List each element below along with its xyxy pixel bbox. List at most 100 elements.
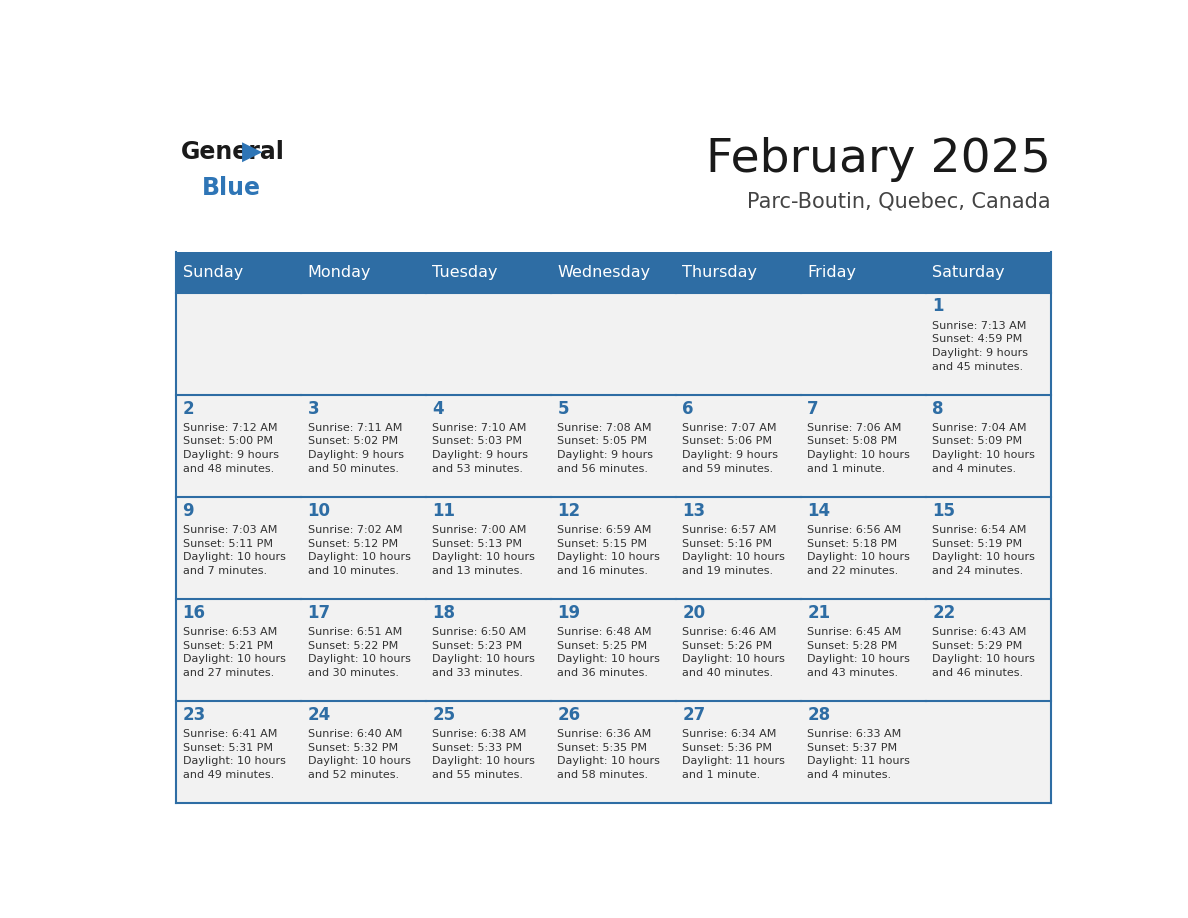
Text: Sunrise: 6:36 AM
Sunset: 5:35 PM
Daylight: 10 hours
and 58 minutes.: Sunrise: 6:36 AM Sunset: 5:35 PM Dayligh…	[557, 729, 661, 780]
Text: 16: 16	[183, 604, 206, 621]
Text: 20: 20	[682, 604, 706, 621]
Text: Sunrise: 6:41 AM
Sunset: 5:31 PM
Daylight: 10 hours
and 49 minutes.: Sunrise: 6:41 AM Sunset: 5:31 PM Dayligh…	[183, 729, 285, 780]
Text: 7: 7	[808, 399, 819, 418]
Bar	[676, 497, 801, 599]
Bar	[551, 395, 676, 497]
Text: Sunrise: 6:38 AM
Sunset: 5:33 PM
Daylight: 10 hours
and 55 minutes.: Sunrise: 6:38 AM Sunset: 5:33 PM Dayligh…	[432, 729, 536, 780]
Text: 19: 19	[557, 604, 581, 621]
Bar	[426, 599, 551, 700]
Bar	[176, 252, 301, 293]
Bar	[925, 700, 1051, 803]
Text: General: General	[181, 140, 285, 163]
Text: 26: 26	[557, 706, 581, 723]
Bar	[676, 599, 801, 700]
Text: Sunrise: 7:11 AM
Sunset: 5:02 PM
Daylight: 9 hours
and 50 minutes.: Sunrise: 7:11 AM Sunset: 5:02 PM Dayligh…	[308, 423, 404, 474]
Bar	[301, 252, 426, 293]
Text: Sunrise: 6:48 AM
Sunset: 5:25 PM
Daylight: 10 hours
and 36 minutes.: Sunrise: 6:48 AM Sunset: 5:25 PM Dayligh…	[557, 627, 661, 677]
Text: 4: 4	[432, 399, 444, 418]
Bar	[676, 293, 801, 395]
Text: 12: 12	[557, 501, 581, 520]
Bar	[801, 252, 925, 293]
Text: Wednesday: Wednesday	[557, 264, 651, 279]
Text: Saturday: Saturday	[933, 264, 1005, 279]
Bar	[801, 497, 925, 599]
Text: 9: 9	[183, 501, 194, 520]
Bar	[676, 700, 801, 803]
Text: Sunrise: 6:56 AM
Sunset: 5:18 PM
Daylight: 10 hours
and 22 minutes.: Sunrise: 6:56 AM Sunset: 5:18 PM Dayligh…	[808, 525, 910, 576]
Text: Monday: Monday	[308, 264, 371, 279]
Text: ▶: ▶	[242, 139, 263, 164]
Text: 21: 21	[808, 604, 830, 621]
Bar	[176, 599, 301, 700]
Bar	[925, 599, 1051, 700]
Text: 10: 10	[308, 501, 330, 520]
Text: Blue: Blue	[202, 176, 261, 200]
Bar	[176, 497, 301, 599]
Bar	[301, 497, 426, 599]
Text: Sunrise: 6:53 AM
Sunset: 5:21 PM
Daylight: 10 hours
and 27 minutes.: Sunrise: 6:53 AM Sunset: 5:21 PM Dayligh…	[183, 627, 285, 677]
Bar	[925, 293, 1051, 395]
Bar	[801, 599, 925, 700]
Text: Sunrise: 7:00 AM
Sunset: 5:13 PM
Daylight: 10 hours
and 13 minutes.: Sunrise: 7:00 AM Sunset: 5:13 PM Dayligh…	[432, 525, 536, 576]
Bar	[426, 700, 551, 803]
Text: Sunrise: 6:57 AM
Sunset: 5:16 PM
Daylight: 10 hours
and 19 minutes.: Sunrise: 6:57 AM Sunset: 5:16 PM Dayligh…	[682, 525, 785, 576]
Bar	[426, 497, 551, 599]
Bar	[925, 497, 1051, 599]
Text: 15: 15	[933, 501, 955, 520]
Text: Sunrise: 7:12 AM
Sunset: 5:00 PM
Daylight: 9 hours
and 48 minutes.: Sunrise: 7:12 AM Sunset: 5:00 PM Dayligh…	[183, 423, 278, 474]
Text: 28: 28	[808, 706, 830, 723]
Bar	[426, 293, 551, 395]
Text: Thursday: Thursday	[682, 264, 758, 279]
Text: 3: 3	[308, 399, 320, 418]
Text: Sunrise: 6:59 AM
Sunset: 5:15 PM
Daylight: 10 hours
and 16 minutes.: Sunrise: 6:59 AM Sunset: 5:15 PM Dayligh…	[557, 525, 661, 576]
Text: 27: 27	[682, 706, 706, 723]
Text: Sunrise: 6:54 AM
Sunset: 5:19 PM
Daylight: 10 hours
and 24 minutes.: Sunrise: 6:54 AM Sunset: 5:19 PM Dayligh…	[933, 525, 1035, 576]
Text: 24: 24	[308, 706, 330, 723]
Bar	[176, 293, 301, 395]
Text: 8: 8	[933, 399, 943, 418]
Text: 13: 13	[682, 501, 706, 520]
Text: 25: 25	[432, 706, 455, 723]
Text: 18: 18	[432, 604, 455, 621]
Text: Tuesday: Tuesday	[432, 264, 498, 279]
Text: Sunrise: 6:40 AM
Sunset: 5:32 PM
Daylight: 10 hours
and 52 minutes.: Sunrise: 6:40 AM Sunset: 5:32 PM Dayligh…	[308, 729, 410, 780]
Text: Sunrise: 6:50 AM
Sunset: 5:23 PM
Daylight: 10 hours
and 33 minutes.: Sunrise: 6:50 AM Sunset: 5:23 PM Dayligh…	[432, 627, 536, 677]
Text: Sunrise: 6:33 AM
Sunset: 5:37 PM
Daylight: 11 hours
and 4 minutes.: Sunrise: 6:33 AM Sunset: 5:37 PM Dayligh…	[808, 729, 910, 780]
Bar	[301, 293, 426, 395]
Text: Sunrise: 7:06 AM
Sunset: 5:08 PM
Daylight: 10 hours
and 1 minute.: Sunrise: 7:06 AM Sunset: 5:08 PM Dayligh…	[808, 423, 910, 474]
Text: 22: 22	[933, 604, 955, 621]
Text: Sunrise: 7:07 AM
Sunset: 5:06 PM
Daylight: 9 hours
and 59 minutes.: Sunrise: 7:07 AM Sunset: 5:06 PM Dayligh…	[682, 423, 778, 474]
Bar	[301, 395, 426, 497]
Text: Friday: Friday	[808, 264, 857, 279]
Bar	[925, 252, 1051, 293]
Text: 14: 14	[808, 501, 830, 520]
Text: Sunrise: 7:02 AM
Sunset: 5:12 PM
Daylight: 10 hours
and 10 minutes.: Sunrise: 7:02 AM Sunset: 5:12 PM Dayligh…	[308, 525, 410, 576]
Text: Sunrise: 7:13 AM
Sunset: 4:59 PM
Daylight: 9 hours
and 45 minutes.: Sunrise: 7:13 AM Sunset: 4:59 PM Dayligh…	[933, 320, 1029, 372]
Bar	[551, 700, 676, 803]
Bar	[176, 395, 301, 497]
Text: Parc-Boutin, Quebec, Canada: Parc-Boutin, Quebec, Canada	[747, 192, 1051, 211]
Bar	[301, 599, 426, 700]
Text: 1: 1	[933, 297, 943, 316]
Bar	[925, 395, 1051, 497]
Text: 5: 5	[557, 399, 569, 418]
Text: Sunrise: 6:46 AM
Sunset: 5:26 PM
Daylight: 10 hours
and 40 minutes.: Sunrise: 6:46 AM Sunset: 5:26 PM Dayligh…	[682, 627, 785, 677]
Bar	[801, 293, 925, 395]
Text: Sunrise: 6:51 AM
Sunset: 5:22 PM
Daylight: 10 hours
and 30 minutes.: Sunrise: 6:51 AM Sunset: 5:22 PM Dayligh…	[308, 627, 410, 677]
Text: 17: 17	[308, 604, 330, 621]
Bar	[551, 293, 676, 395]
Bar	[551, 252, 676, 293]
Text: February 2025: February 2025	[706, 137, 1051, 182]
Bar	[801, 700, 925, 803]
Bar	[426, 395, 551, 497]
Bar	[301, 700, 426, 803]
Bar	[551, 497, 676, 599]
Bar	[801, 395, 925, 497]
Text: Sunrise: 6:43 AM
Sunset: 5:29 PM
Daylight: 10 hours
and 46 minutes.: Sunrise: 6:43 AM Sunset: 5:29 PM Dayligh…	[933, 627, 1035, 677]
Text: Sunrise: 7:04 AM
Sunset: 5:09 PM
Daylight: 10 hours
and 4 minutes.: Sunrise: 7:04 AM Sunset: 5:09 PM Dayligh…	[933, 423, 1035, 474]
Text: Sunday: Sunday	[183, 264, 242, 279]
Text: Sunrise: 7:03 AM
Sunset: 5:11 PM
Daylight: 10 hours
and 7 minutes.: Sunrise: 7:03 AM Sunset: 5:11 PM Dayligh…	[183, 525, 285, 576]
Text: 23: 23	[183, 706, 206, 723]
Bar	[676, 395, 801, 497]
Text: 11: 11	[432, 501, 455, 520]
